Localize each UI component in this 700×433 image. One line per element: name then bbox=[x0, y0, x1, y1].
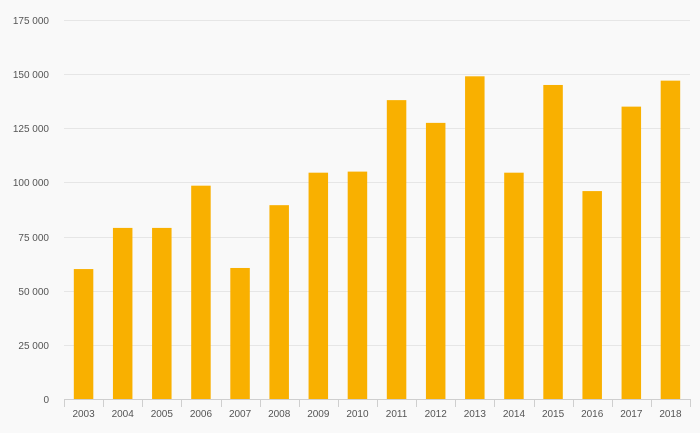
y-tick-label: 175 000 bbox=[13, 16, 50, 27]
y-axis-tick-labels: 0 25 000 50 000 75 000 100 000 125 000 150 000… bbox=[13, 16, 50, 406]
bar-2008 bbox=[269, 205, 289, 399]
bar-2011 bbox=[386, 100, 407, 399]
x-axis-tick-labels: 2003 2004 2005 2006 2007 2008 2009 2010 2011 2012… bbox=[72, 409, 682, 420]
bar-2018 bbox=[660, 80, 681, 399]
x-tick-label: 2011 bbox=[386, 409, 408, 420]
y-tick-label: 50 000 bbox=[18, 287, 49, 298]
x-tick-label: 2006 bbox=[190, 409, 213, 420]
bar-2006 bbox=[191, 185, 211, 399]
bar-2009 bbox=[308, 172, 329, 399]
x-tick-label: 2004 bbox=[112, 409, 135, 420]
y-tick-label: 100 000 bbox=[13, 178, 50, 189]
x-tick-label: 2005 bbox=[151, 409, 174, 420]
x-tick-label: 2012 bbox=[425, 409, 448, 420]
x-tick-label: 2003 bbox=[72, 409, 95, 420]
bar-2017 bbox=[621, 106, 642, 399]
bars bbox=[73, 76, 681, 400]
y-tick-label: 150 000 bbox=[13, 70, 50, 81]
bar-2013 bbox=[465, 76, 485, 400]
x-tick-label: 2017 bbox=[620, 409, 643, 420]
bar-2004 bbox=[112, 227, 133, 399]
bar-2015 bbox=[543, 84, 563, 399]
bar-2003 bbox=[73, 269, 94, 399]
x-tick-label: 2013 bbox=[464, 409, 487, 420]
bar-2016 bbox=[582, 191, 602, 399]
bar-2010 bbox=[347, 171, 368, 399]
x-axis bbox=[64, 399, 691, 407]
x-tick-label: 2018 bbox=[659, 409, 682, 420]
x-tick-label: 2016 bbox=[581, 409, 604, 420]
y-tick-label: 25 000 bbox=[18, 341, 49, 352]
x-tick-label: 2009 bbox=[307, 409, 330, 420]
x-tick-label: 2010 bbox=[346, 409, 369, 420]
bar-2012 bbox=[425, 122, 446, 399]
bar-2005 bbox=[152, 227, 172, 399]
y-tick-label: 125 000 bbox=[13, 124, 50, 135]
x-tick-label: 2014 bbox=[503, 409, 526, 420]
x-tick-label: 2007 bbox=[229, 409, 252, 420]
bar-2014 bbox=[504, 172, 524, 399]
x-tick-label: 2008 bbox=[268, 409, 291, 420]
y-tick-label: 75 000 bbox=[18, 233, 49, 244]
x-tick-label: 2015 bbox=[542, 409, 565, 420]
bar-2007 bbox=[230, 267, 250, 399]
y-tick-label: 0 bbox=[43, 395, 49, 406]
